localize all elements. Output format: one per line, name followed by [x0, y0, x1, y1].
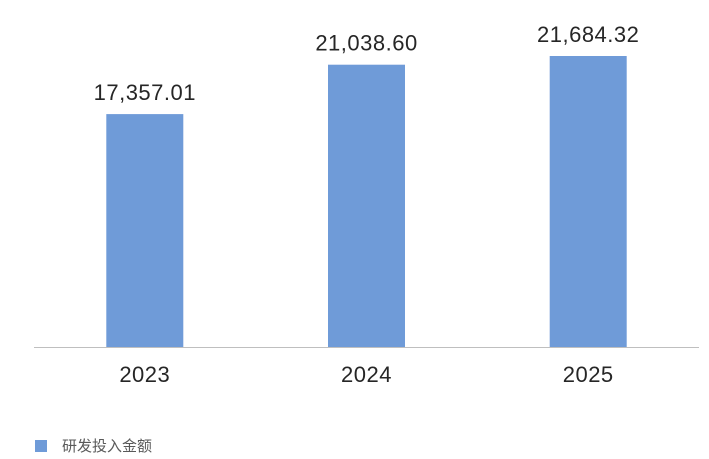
- x-tick-label-2023: 2023: [119, 362, 170, 387]
- x-tick-label-2024: 2024: [341, 362, 392, 387]
- x-tick-label-2025: 2025: [563, 362, 614, 387]
- legend-label: 研发投入金额: [62, 437, 152, 455]
- data-label-2024: 21,038.60: [315, 31, 417, 56]
- bar-2024: [328, 64, 405, 347]
- x-tick-labels-group: 2023 2024 2025: [119, 362, 613, 387]
- bar-2025: [549, 56, 627, 347]
- legend: 研发投入金额: [35, 437, 152, 455]
- bars-group: [106, 56, 627, 347]
- bar-2023: [106, 114, 184, 347]
- data-label-2023: 17,357.01: [94, 80, 196, 105]
- value-labels-group: 17,357.01 21,038.60 21,684.32: [94, 22, 639, 105]
- legend-swatch: [35, 440, 47, 452]
- data-label-2025: 21,684.32: [537, 22, 639, 47]
